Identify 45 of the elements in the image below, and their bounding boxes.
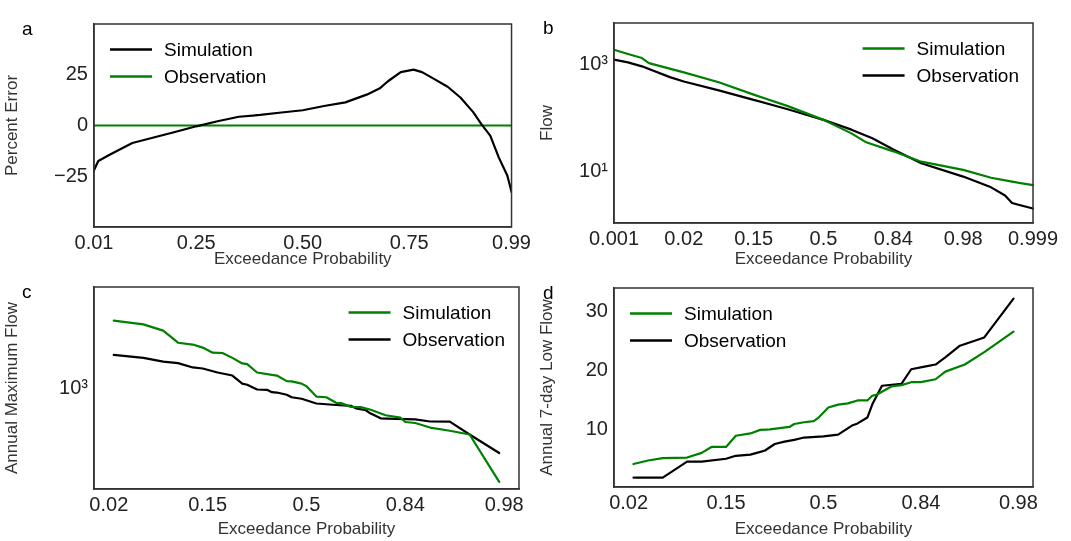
x-tick-label: 0.001: [588, 226, 640, 249]
y-tick-label: −25: [54, 163, 88, 186]
y-axis-title: Flow: [536, 104, 556, 141]
x-tick-label: 0.25: [176, 230, 216, 253]
y-axis-title: Percent Error: [1, 74, 21, 177]
x-axis-title: Exceedance Probability: [734, 519, 913, 539]
y-tick-label: 25: [65, 62, 88, 85]
x-tick-label: 0.98: [484, 492, 524, 515]
y-tick-label: 20: [585, 357, 608, 380]
y-tick-label: 10¹: [579, 159, 609, 182]
y-tick-label: 10³: [579, 52, 609, 75]
x-tick-label: 0.98: [998, 490, 1038, 513]
y-axis-title: Annual Maximum Flow: [1, 301, 21, 474]
legend-label: Observation: [684, 329, 787, 351]
x-tick-label: 0.15: [734, 226, 774, 249]
legend-label: Simulation: [164, 38, 253, 60]
legend-label: Observation: [164, 65, 267, 87]
legend-label: Simulation: [402, 301, 492, 323]
legend-label: Observation: [402, 328, 506, 350]
x-tick-label: 0.02: [609, 490, 649, 513]
y-tick-label: 0: [76, 113, 88, 136]
legend-label: Simulation: [916, 37, 1006, 59]
x-tick-label: 0.99: [492, 230, 532, 253]
x-tick-label: 0.02: [664, 226, 704, 249]
x-tick-label: 0.84: [385, 492, 425, 515]
x-tick-label: 0.5: [809, 226, 838, 249]
x-tick-label: 0.15: [706, 490, 746, 513]
x-axis-title: Exceedance Probability: [217, 519, 396, 539]
x-tick-label: 0.999: [1007, 226, 1059, 249]
x-tick-label: 0.98: [943, 226, 983, 249]
x-axis-title: Exceedance Probability: [734, 249, 913, 269]
chart-title: c: [22, 281, 32, 303]
y-tick-label: 30: [585, 299, 608, 322]
chart-title: a: [22, 18, 33, 40]
x-tick-label: 0.5: [292, 492, 321, 515]
legend-label: Simulation: [684, 302, 773, 324]
x-tick-label: 0.84: [873, 226, 913, 249]
x-tick-label: 0.01: [74, 230, 114, 253]
y-tick-label: 10: [585, 416, 608, 439]
x-tick-label: 0.15: [188, 492, 228, 515]
legend-label: Observation: [916, 64, 1020, 86]
x-tick-label: 0.5: [809, 490, 838, 513]
x-tick-label: 0.84: [901, 490, 941, 513]
chart-title: b: [543, 17, 554, 39]
x-tick-label: 0.02: [89, 492, 129, 515]
